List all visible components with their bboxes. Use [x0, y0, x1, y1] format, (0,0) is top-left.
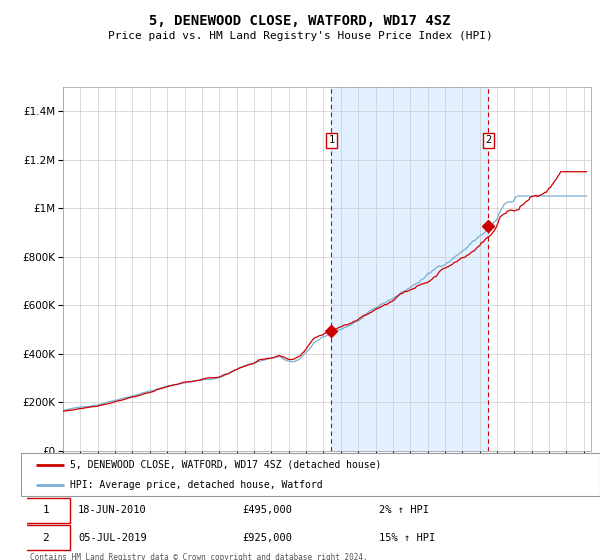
Text: Contains HM Land Registry data © Crown copyright and database right 2024.
This d: Contains HM Land Registry data © Crown c…: [30, 553, 368, 560]
Text: 1: 1: [328, 135, 335, 145]
Text: Price paid vs. HM Land Registry's House Price Index (HPI): Price paid vs. HM Land Registry's House …: [107, 31, 493, 41]
Text: £925,000: £925,000: [242, 533, 292, 543]
Text: 1: 1: [43, 505, 49, 515]
Text: 15% ↑ HPI: 15% ↑ HPI: [379, 533, 435, 543]
FancyBboxPatch shape: [22, 525, 70, 550]
Text: 05-JUL-2019: 05-JUL-2019: [78, 533, 147, 543]
FancyBboxPatch shape: [22, 498, 70, 522]
Text: 5, DENEWOOD CLOSE, WATFORD, WD17 4SZ: 5, DENEWOOD CLOSE, WATFORD, WD17 4SZ: [149, 14, 451, 28]
Text: 2: 2: [43, 533, 49, 543]
Text: 2% ↑ HPI: 2% ↑ HPI: [379, 505, 428, 515]
FancyBboxPatch shape: [22, 453, 599, 496]
Text: 18-JUN-2010: 18-JUN-2010: [78, 505, 147, 515]
Text: £495,000: £495,000: [242, 505, 292, 515]
Text: HPI: Average price, detached house, Watford: HPI: Average price, detached house, Watf…: [70, 480, 322, 490]
Text: 2: 2: [485, 135, 491, 145]
Text: 5, DENEWOOD CLOSE, WATFORD, WD17 4SZ (detached house): 5, DENEWOOD CLOSE, WATFORD, WD17 4SZ (de…: [70, 460, 381, 470]
